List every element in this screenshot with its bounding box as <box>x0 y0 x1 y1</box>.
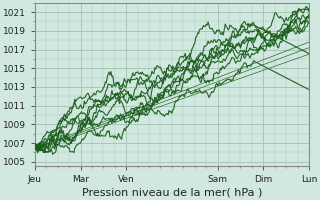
X-axis label: Pression niveau de la mer( hPa ): Pression niveau de la mer( hPa ) <box>82 187 262 197</box>
